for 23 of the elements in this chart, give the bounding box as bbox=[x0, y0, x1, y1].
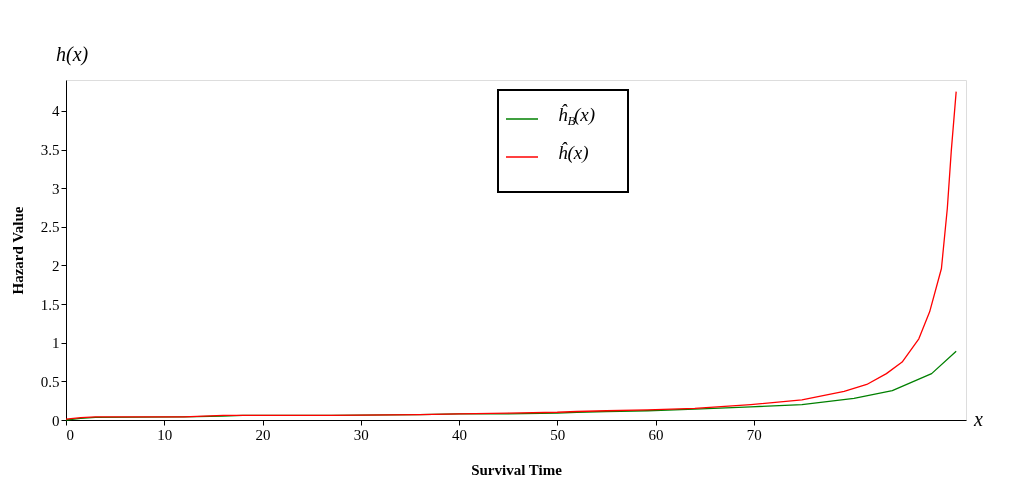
x-axis-title: Survival Time bbox=[471, 461, 563, 478]
legend-label: ĥ(x) bbox=[558, 142, 589, 164]
y-tick-label: 0 bbox=[52, 412, 60, 429]
x-tick-label: 70 bbox=[746, 426, 762, 443]
x-tick-label: 20 bbox=[255, 426, 271, 443]
y-tick-label: 3 bbox=[52, 180, 60, 197]
x-tick-label: 30 bbox=[353, 426, 369, 443]
x-tick-label: 0 bbox=[66, 426, 74, 443]
y-tick-label: 3.5 bbox=[40, 142, 60, 159]
y-tick-label: 1 bbox=[52, 335, 60, 352]
x-tick-label: 60 bbox=[648, 426, 664, 443]
y-tick-label: 2 bbox=[52, 257, 60, 274]
line-series bbox=[65, 90, 957, 420]
y-axis-title: Hazard Value bbox=[9, 206, 26, 295]
x-tick-label: 40 bbox=[452, 426, 468, 443]
text: x bbox=[973, 408, 983, 430]
x-tick-label: 10 bbox=[157, 426, 173, 443]
y-tick-label: 4 bbox=[52, 103, 60, 120]
y-tick-label: 2.5 bbox=[40, 219, 60, 236]
y-tick-label: 0.5 bbox=[40, 373, 60, 390]
x-tick-label: 50 bbox=[550, 426, 566, 443]
text: h(x) bbox=[56, 43, 89, 66]
y-tick-label: 1.5 bbox=[40, 296, 60, 313]
